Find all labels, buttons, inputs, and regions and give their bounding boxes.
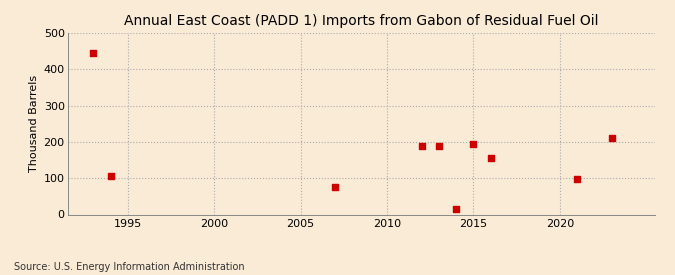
Point [433,143,444,148]
Point [572,177,583,182]
Title: Annual East Coast (PADD 1) Imports from Gabon of Residual Fuel Oil: Annual East Coast (PADD 1) Imports from … [124,14,598,28]
Point [451,207,462,211]
Point [105,174,116,178]
Point [416,143,427,148]
Point [468,142,479,146]
Text: Source: U.S. Energy Information Administration: Source: U.S. Energy Information Administ… [14,262,244,272]
Point [606,136,617,141]
Point [88,51,99,55]
Point [330,185,341,189]
Y-axis label: Thousand Barrels: Thousand Barrels [30,75,39,172]
Point [485,156,496,160]
